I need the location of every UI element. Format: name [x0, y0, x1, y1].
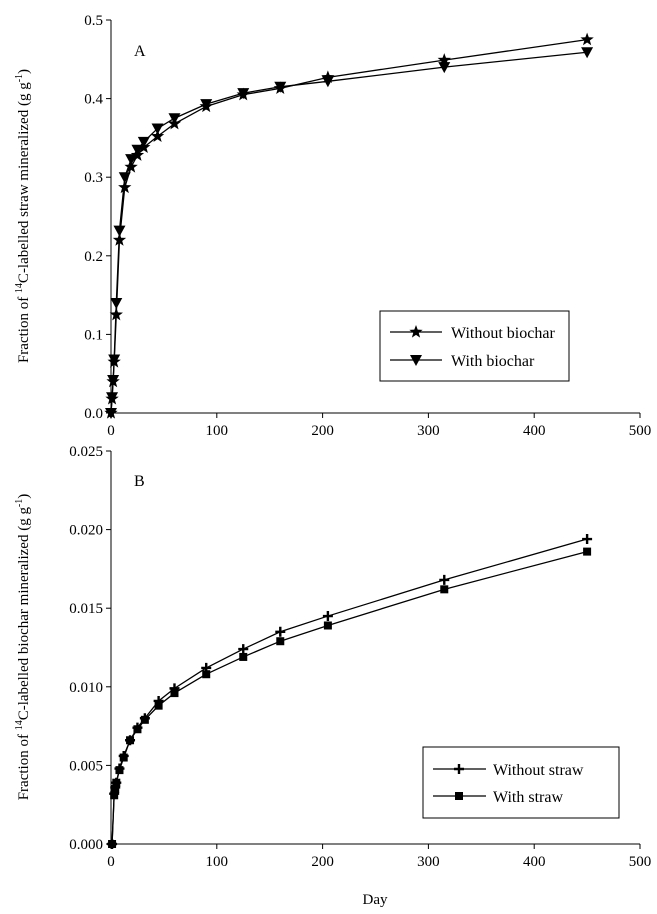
- y-tick-label: 0.000: [69, 837, 103, 853]
- data-point-triangle-marker: [438, 62, 451, 74]
- data-point-triangle-marker: [118, 172, 131, 184]
- data-point-triangle-marker: [151, 123, 164, 135]
- y-tick-label: 0.010: [69, 680, 103, 696]
- data-point-square-marker: [119, 753, 128, 762]
- panel-b-axis-ticks: 0.000 0.005 0.010 0.015 0.020 0.025 0 100 200 300…: [69, 444, 651, 870]
- panel-a-legend-marker-star: [409, 325, 423, 338]
- data-point-star-marker: [124, 159, 138, 173]
- data-point-square-marker: [239, 652, 248, 661]
- data-point-square-marker: [126, 736, 135, 745]
- x-tick-label: 500: [629, 423, 652, 439]
- x-tick-label: 100: [206, 423, 229, 439]
- data-point-square-marker: [276, 637, 285, 646]
- data-point-triangle-marker: [321, 76, 334, 88]
- x-tick-label: 200: [311, 423, 334, 439]
- legend-triangle-marker: [410, 355, 422, 366]
- panel-a-axis-ticks: 0.0 0.1 0.2 0.3 0.4 0.5 0 100 200 300 400 500: [84, 13, 651, 439]
- y-tick-label: 0.020: [69, 523, 103, 539]
- x-tick-label: 400: [523, 423, 546, 439]
- legend-plus-marker: [454, 764, 464, 774]
- panel-a-letter: A: [134, 43, 146, 60]
- data-point-triangle-marker: [110, 297, 123, 309]
- panel-a-chart: 0.0 0.1 0.2 0.3 0.4 0.5 0 100 200 300 400 500 A Fra…: [14, 13, 651, 439]
- data-point-star-marker: [437, 53, 451, 66]
- panel-b-legend-label-2: With straw: [493, 789, 563, 806]
- data-point-square-marker: [115, 766, 124, 775]
- data-point-triangle-marker: [274, 81, 287, 93]
- data-point-triangle-marker: [125, 154, 138, 166]
- data-point-triangle-marker: [105, 408, 117, 419]
- data-point-square-marker: [110, 791, 119, 800]
- data-point-plus-marker: [238, 644, 249, 655]
- data-point-square-marker: [111, 784, 120, 793]
- panel-b-legend-marker-plus: [454, 764, 464, 774]
- data-point-star-marker: [118, 180, 132, 194]
- data-point-plus-marker: [582, 534, 593, 545]
- y-tick-label: 0.4: [84, 92, 103, 108]
- legend-star-marker: [409, 325, 423, 338]
- data-point-square-marker: [440, 585, 449, 594]
- y-tick-label: 0.3: [84, 170, 103, 186]
- data-point-star-marker: [150, 129, 165, 142]
- legend-square-marker: [455, 792, 463, 800]
- y-tick-label: 0.025: [69, 444, 103, 460]
- panel-b-letter: B: [134, 473, 145, 490]
- panel-b-chart: 0.000 0.005 0.010 0.015 0.020 0.025 0 100 200 300…: [14, 444, 651, 908]
- data-point-triangle-marker: [581, 47, 594, 59]
- panel-a-legend-box: [379, 310, 570, 382]
- data-point-square-marker: [133, 725, 142, 734]
- data-point-square-marker: [202, 670, 211, 679]
- y-tick-label: 0.5: [84, 13, 103, 29]
- data-point-square-marker: [154, 701, 163, 710]
- x-tick-label: 300: [417, 854, 440, 870]
- panel-a-series: [104, 32, 594, 419]
- x-tick-label: 0: [107, 423, 115, 439]
- panel-a-legend-label-1: Without biochar: [451, 325, 555, 342]
- panel-b-x-axis-label: Day: [363, 892, 388, 908]
- x-tick-label: 100: [206, 854, 229, 870]
- data-point-square-marker: [108, 840, 117, 848]
- data-point-plus-marker: [322, 611, 333, 622]
- panel-a-legend-marker-triangle: [410, 355, 422, 366]
- y-tick-label: 0.015: [69, 601, 103, 617]
- panel-a-legend-label-2: With biochar: [451, 353, 535, 370]
- data-point-triangle-marker: [137, 136, 150, 148]
- panel-b-legend-box: [422, 746, 620, 819]
- data-point-triangle-marker: [168, 113, 181, 125]
- data-point-square-marker: [583, 547, 592, 556]
- panel-b-legend-label-1: Without straw: [493, 762, 584, 779]
- y-tick-label: 0.005: [69, 758, 103, 774]
- panel-b-series: [107, 534, 593, 849]
- data-point-square-marker: [112, 778, 121, 787]
- data-point-triangle-marker: [108, 354, 121, 366]
- x-tick-label: 500: [629, 854, 652, 870]
- panel-b-legend: Without straw With straw: [422, 746, 620, 819]
- data-point-square-marker: [140, 715, 149, 724]
- data-point-square-marker: [170, 689, 179, 698]
- data-point-square-marker: [323, 621, 332, 630]
- panel-b-y-axis-label: Fraction of 14C-labelled biochar mineral…: [14, 494, 32, 801]
- data-point-star-marker: [580, 32, 594, 46]
- panel-a-legend: Without biochar With biochar: [379, 310, 570, 382]
- x-tick-label: 0: [107, 854, 115, 870]
- panel-b-legend-marker-square: [455, 792, 463, 800]
- x-tick-label: 300: [417, 423, 440, 439]
- data-point-triangle-marker: [200, 99, 213, 111]
- data-point-plus-marker: [275, 626, 286, 637]
- y-tick-label: 0.0: [84, 406, 103, 422]
- data-point-triangle-marker: [237, 88, 250, 100]
- data-point-triangle-marker: [106, 392, 119, 404]
- data-point-triangle-marker: [131, 144, 144, 156]
- data-point-triangle-marker: [113, 225, 126, 237]
- y-tick-label: 0.2: [84, 249, 103, 265]
- y-tick-label: 0.1: [84, 327, 103, 343]
- data-point-triangle-marker: [107, 374, 120, 386]
- x-tick-label: 400: [523, 854, 546, 870]
- panel-a-y-axis-label: Fraction of 14C-labelled straw mineraliz…: [14, 69, 32, 363]
- data-point-plus-marker: [439, 574, 450, 585]
- x-tick-label: 200: [311, 854, 334, 870]
